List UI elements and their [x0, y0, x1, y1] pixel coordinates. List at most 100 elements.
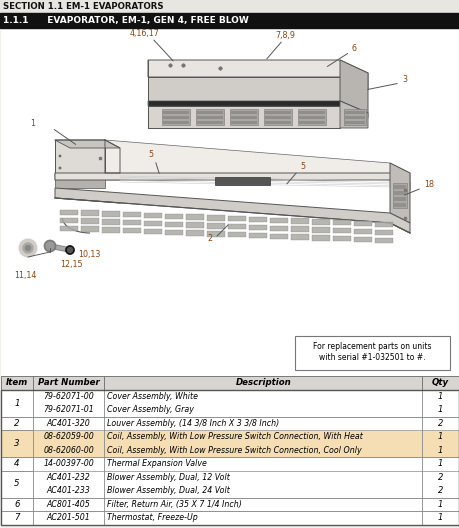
Bar [230, 116, 257, 119]
Polygon shape [389, 163, 409, 223]
Bar [1, 417, 458, 430]
Bar [393, 191, 405, 195]
Text: 1: 1 [30, 119, 35, 128]
Text: 2: 2 [207, 234, 212, 243]
Bar [269, 225, 287, 231]
Text: 11,14: 11,14 [14, 271, 36, 280]
Text: 1: 1 [437, 499, 442, 509]
Polygon shape [339, 101, 367, 128]
Text: 1: 1 [437, 406, 442, 414]
Bar [392, 183, 406, 208]
Bar [228, 224, 246, 229]
Bar [230, 109, 257, 125]
Text: 6: 6 [351, 44, 356, 53]
Bar [144, 213, 162, 218]
Polygon shape [55, 140, 105, 173]
Polygon shape [148, 101, 367, 118]
Bar [353, 237, 371, 242]
Polygon shape [148, 60, 367, 90]
Bar [207, 215, 224, 221]
Text: 79-62071-01: 79-62071-01 [43, 406, 94, 414]
Text: AC401-320: AC401-320 [46, 419, 90, 428]
Text: Filter, Return Air, (35 X 7 1/4 Inch): Filter, Return Air, (35 X 7 1/4 Inch) [107, 499, 241, 509]
Polygon shape [339, 60, 367, 113]
Bar [332, 220, 350, 225]
Bar [291, 218, 308, 224]
Text: 4,16,17: 4,16,17 [130, 29, 160, 38]
Text: 3: 3 [14, 439, 20, 448]
Polygon shape [55, 173, 409, 190]
Text: Qty: Qty [431, 378, 448, 387]
Bar [196, 116, 223, 119]
Text: 1: 1 [437, 432, 442, 441]
Bar [230, 121, 257, 124]
Circle shape [46, 242, 54, 250]
Text: Cover Assembly, White: Cover Assembly, White [107, 392, 198, 401]
Bar [185, 230, 203, 236]
Text: 10,13: 10,13 [78, 250, 100, 259]
Text: Item: Item [6, 378, 28, 387]
Text: AC401-233: AC401-233 [46, 486, 90, 495]
Bar [264, 116, 291, 119]
Bar [185, 214, 203, 220]
Bar [298, 116, 325, 119]
Text: 2: 2 [437, 486, 442, 495]
Text: 1: 1 [437, 446, 442, 455]
Bar [353, 229, 371, 234]
Text: Thermostat, Freeze-Up: Thermostat, Freeze-Up [107, 513, 197, 522]
Bar [123, 228, 141, 233]
Bar [81, 227, 99, 232]
Text: 1.1.1      EVAPORATOR, EM-1, GEN 4, FREE BLOW: 1.1.1 EVAPORATOR, EM-1, GEN 4, FREE BLOW [3, 16, 248, 25]
Text: 3: 3 [401, 75, 406, 84]
Bar [123, 220, 141, 225]
Bar [162, 121, 189, 124]
Bar [81, 218, 99, 224]
Text: 1: 1 [437, 392, 442, 401]
Bar [311, 219, 329, 224]
Bar [311, 235, 329, 241]
Bar [263, 109, 291, 125]
Text: 4: 4 [14, 459, 20, 468]
Bar [1, 390, 458, 524]
Text: 5: 5 [148, 150, 153, 159]
Text: AC801-405: AC801-405 [46, 499, 90, 509]
Text: 14-00397-00: 14-00397-00 [43, 459, 94, 468]
Polygon shape [148, 77, 339, 101]
Bar [248, 216, 266, 222]
Circle shape [44, 240, 56, 252]
Bar [0, 0, 459, 13]
Circle shape [19, 239, 37, 257]
Text: 08-62059-00: 08-62059-00 [43, 432, 94, 441]
Bar [344, 116, 364, 119]
Bar [1, 376, 458, 390]
Text: Cover Assembly, Gray: Cover Assembly, Gray [107, 406, 194, 414]
Bar [207, 223, 224, 229]
Bar [196, 109, 224, 125]
Text: 18: 18 [423, 180, 433, 189]
Bar [1, 511, 458, 524]
Bar [230, 111, 257, 114]
Bar [344, 121, 364, 124]
Text: 7,8,9: 7,8,9 [274, 31, 294, 40]
Bar [207, 231, 224, 237]
Bar [162, 109, 190, 125]
Bar [374, 230, 392, 235]
Text: 79-62071-00: 79-62071-00 [43, 392, 94, 401]
Text: Part Number: Part Number [38, 378, 99, 387]
Text: Louver Assembly, (14 3/8 Inch X 3 3/8 Inch): Louver Assembly, (14 3/8 Inch X 3 3/8 In… [107, 419, 279, 428]
Bar [165, 213, 183, 219]
Bar [123, 212, 141, 218]
Text: Coil, Assembly, With Low Pressure Switch Connection, With Heat: Coil, Assembly, With Low Pressure Switch… [107, 432, 362, 441]
Text: Blower Assembly, Dual, 12 Volt: Blower Assembly, Dual, 12 Volt [107, 473, 230, 482]
Bar [269, 218, 287, 223]
Text: AC401-232: AC401-232 [46, 473, 90, 482]
Circle shape [25, 246, 30, 250]
Polygon shape [55, 140, 120, 148]
Bar [248, 233, 266, 238]
Bar [393, 185, 405, 189]
Bar [343, 109, 365, 125]
Bar [344, 111, 364, 114]
Bar [81, 210, 99, 216]
Bar [228, 216, 246, 221]
Bar [393, 197, 405, 201]
